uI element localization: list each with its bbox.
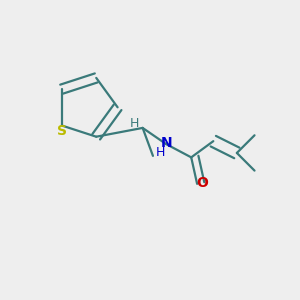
Text: N: N — [160, 136, 172, 150]
Text: O: O — [196, 176, 208, 190]
Text: H: H — [156, 146, 165, 159]
Text: H: H — [130, 117, 139, 130]
Text: S: S — [57, 124, 67, 138]
